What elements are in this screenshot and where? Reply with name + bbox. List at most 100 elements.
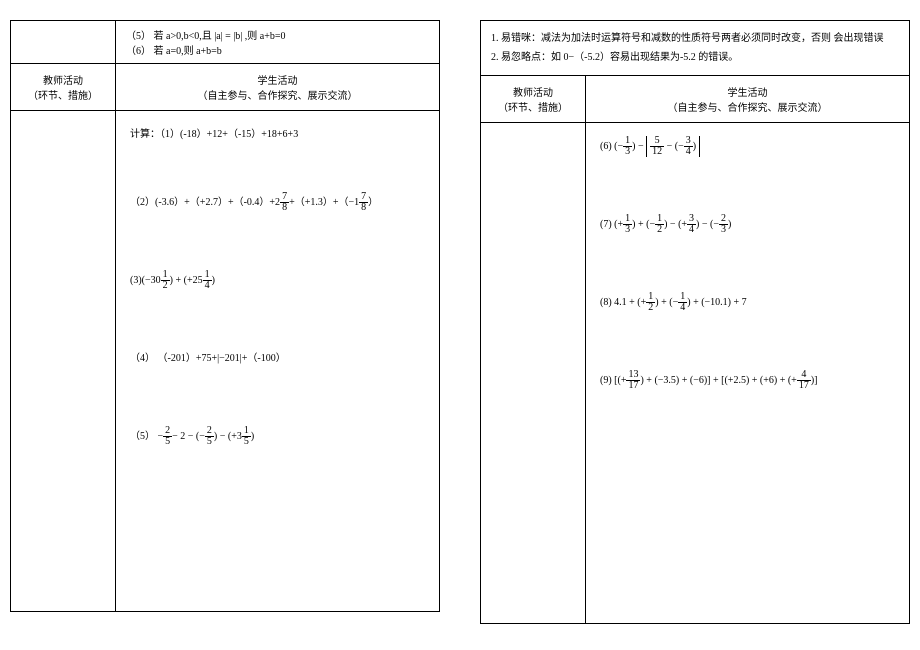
- note-2: 2. 易忽略点：如 0−（-5.2）容易出现结果为-5.2 的错误。: [491, 48, 899, 67]
- header-text: 学生活动: [590, 84, 905, 99]
- denominator: 2: [646, 303, 655, 313]
- header-text: 学生活动: [120, 72, 435, 87]
- header-text: （环节、措施）: [15, 87, 111, 102]
- fraction: 417: [797, 370, 811, 391]
- fraction: 13: [623, 214, 632, 235]
- problem-text: ): [212, 275, 215, 286]
- table-row: 计算：（1）(-18）+12+（-15）+18+6+3 （2）(-3.6）+（+…: [11, 111, 440, 612]
- left-table: （5） 若 a>0,b<0,且 |a| = |b| ,则 a+b=0 （6） 若…: [10, 20, 440, 612]
- fraction: 14: [678, 292, 687, 313]
- teacher-header: 教师活动 （环节、措施）: [481, 76, 586, 123]
- table-row: （5） 若 a>0,b<0,且 |a| = |b| ,则 a+b=0 （6） 若…: [11, 21, 440, 64]
- denominator: 4: [678, 303, 687, 313]
- denominator: 2: [161, 281, 170, 291]
- problem-2: （2）(-3.6）+（+2.7）+（-0.4）+278+（+1.3）+（−178…: [130, 189, 425, 217]
- problem-text: ) − (+3: [214, 431, 242, 442]
- table-row: 1. 易错咪：减法为加法时运算符号和减数的性质符号两者必须同时改变，否则 会出现…: [481, 21, 910, 76]
- problem-text: ) −: [632, 141, 643, 152]
- problem-text: (6) (−: [600, 141, 623, 152]
- problem-text: （4） （-201）+75+|−201|+（-100）: [130, 353, 286, 364]
- page-container: （5） 若 a>0,b<0,且 |a| = |b| ,则 a+b=0 （6） 若…: [10, 20, 910, 624]
- table-row: 教师活动 （环节、措施） 学生活动 （自主参与、合作探究、展示交流）: [481, 76, 910, 123]
- header-text: （自主参与、合作探究、展示交流）: [120, 87, 435, 102]
- problem-3: (3)(−3012) + (+2514): [130, 267, 425, 295]
- problem-1: 计算：（1）(-18）+12+（-15）+18+6+3: [130, 121, 425, 149]
- problem-text: − 2 − (−: [172, 431, 205, 442]
- denominator: 12: [650, 147, 664, 157]
- denominator: 17: [797, 381, 811, 391]
- student-header: 学生活动 （自主参与、合作探究、展示交流）: [116, 64, 440, 111]
- rule-6: （6） 若 a=0,则 a+b=b: [126, 42, 429, 57]
- fraction: 15: [242, 426, 251, 447]
- student-header: 学生活动 （自主参与、合作探究、展示交流）: [586, 76, 910, 123]
- right-table: 1. 易错咪：减法为加法时运算符号和减数的性质符号两者必须同时改变，否则 会出现…: [480, 20, 910, 624]
- fraction: 14: [203, 270, 212, 291]
- denominator: 5: [163, 437, 172, 447]
- fraction: 12: [161, 270, 170, 291]
- problem-text: ）: [368, 197, 378, 208]
- fraction: 512: [650, 136, 664, 157]
- fraction: 12: [646, 292, 655, 313]
- teacher-activity-cell: [481, 123, 586, 624]
- denominator: 17: [626, 381, 640, 391]
- denominator: 5: [242, 437, 251, 447]
- problem-text: +（+1.3）+（−1: [289, 197, 359, 208]
- problem-5: （5） −25− 2 − (−25) − (+315): [130, 423, 425, 451]
- problem-text: （5） −: [130, 431, 163, 442]
- table-row: 教师活动 （环节、措施） 学生活动 （自主参与、合作探究、展示交流）: [11, 64, 440, 111]
- fraction: 78: [359, 192, 368, 213]
- header-text: 教师活动: [15, 72, 111, 87]
- abs-expr: 512 − (−34): [646, 136, 700, 157]
- denominator: 3: [623, 147, 632, 157]
- fraction: 23: [719, 214, 728, 235]
- denominator: 3: [719, 225, 728, 235]
- problem-text: (8) 4.1 + (+: [600, 297, 646, 308]
- rule-5: （5） 若 a>0,b<0,且 |a| = |b| ,则 a+b=0: [126, 27, 429, 42]
- problem-7: (7) (+13) + (−12) − (+34) − (−23): [600, 211, 895, 239]
- fraction: 25: [205, 426, 214, 447]
- problem-text: ) + (−3.5) + (−6)] + [(+2.5) + (+6) + (+: [640, 375, 796, 386]
- denominator: 4: [684, 147, 693, 157]
- problem-6: (6) (−13) − 512 − (−34): [600, 133, 895, 161]
- empty-cell: [11, 21, 116, 64]
- header-text: 教师活动: [485, 84, 581, 99]
- left-page: （5） 若 a>0,b<0,且 |a| = |b| ,则 a+b=0 （6） 若…: [10, 20, 440, 624]
- fraction: 13: [623, 136, 632, 157]
- problem-text: ) + (−: [655, 297, 678, 308]
- problem-text: (7) (+: [600, 219, 623, 230]
- problem-text: )]: [811, 375, 818, 386]
- notes-cell: 1. 易错咪：减法为加法时运算符号和减数的性质符号两者必须同时改变，否则 会出现…: [481, 21, 910, 76]
- denominator: 8: [359, 203, 368, 213]
- header-text: （环节、措施）: [485, 99, 581, 114]
- fraction: 25: [163, 426, 172, 447]
- denominator: 4: [203, 281, 212, 291]
- problem-8: (8) 4.1 + (+12) + (−14) + (−10.1) + 7: [600, 289, 895, 317]
- problem-text: (3)(−30: [130, 275, 161, 286]
- problem-text: （2）(-3.6）+（+2.7）+（-0.4）+2: [130, 197, 280, 208]
- problem-4: （4） （-201）+75+|−201|+（-100）: [130, 345, 425, 373]
- fraction: 12: [655, 214, 664, 235]
- denominator: 3: [623, 225, 632, 235]
- problem-text: （1）(-18）+12+（-15）+18+6+3: [160, 129, 298, 140]
- problem-text: ) + (−10.1) + 7: [687, 297, 746, 308]
- fraction: 78: [280, 192, 289, 213]
- note-1: 1. 易错咪：减法为加法时运算符号和减数的性质符号两者必须同时改变，否则 会出现…: [491, 29, 899, 48]
- denominator: 2: [655, 225, 664, 235]
- right-page: 1. 易错咪：减法为加法时运算符号和减数的性质符号两者必须同时改变，否则 会出现…: [480, 20, 910, 624]
- calc-label: 计算：: [130, 129, 160, 140]
- problem-text: ) + (−: [632, 219, 655, 230]
- student-activity-cell: 计算：（1）(-18）+12+（-15）+18+6+3 （2）(-3.6）+（+…: [116, 111, 440, 612]
- header-text: （自主参与、合作探究、展示交流）: [590, 99, 905, 114]
- denominator: 4: [687, 225, 696, 235]
- teacher-activity-cell: [11, 111, 116, 612]
- problem-text: ) − (+: [664, 219, 687, 230]
- student-activity-cell: (6) (−13) − 512 − (−34) (7) (+13) + (−12…: [586, 123, 910, 624]
- teacher-header: 教师活动 （环节、措施）: [11, 64, 116, 111]
- fraction: 1317: [626, 370, 640, 391]
- table-row: (6) (−13) − 512 − (−34) (7) (+13) + (−12…: [481, 123, 910, 624]
- problem-text: ): [728, 219, 731, 230]
- problem-text: ): [251, 431, 254, 442]
- denominator: 8: [280, 203, 289, 213]
- denominator: 5: [205, 437, 214, 447]
- problem-text: ) − (−: [696, 219, 719, 230]
